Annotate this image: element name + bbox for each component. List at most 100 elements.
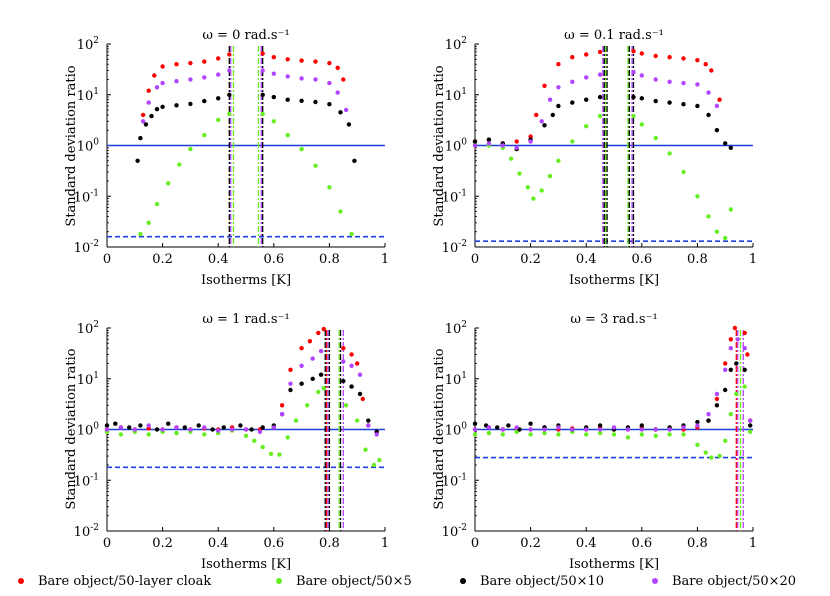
panel-title: ω = 0.1 rad.s⁻¹ (564, 28, 664, 43)
data-point (625, 435, 631, 440)
data-point (639, 122, 644, 127)
x-tick-label: 0 (103, 536, 111, 551)
data-point (285, 74, 290, 79)
data-point (667, 432, 672, 437)
data-point (260, 425, 265, 430)
x-tick-label: 0.2 (520, 252, 541, 267)
data-point (681, 56, 686, 61)
data-point (363, 447, 368, 452)
data-point (174, 430, 179, 436)
y-tick-label: 100 (77, 138, 100, 155)
data-point (584, 52, 589, 57)
data-point (118, 425, 124, 430)
data-point (653, 77, 658, 82)
data-point (542, 83, 547, 89)
panel-omega-3: ω = 3 rad.s⁻¹ Standard deviation ratio I… (432, 312, 757, 572)
legend: Bare object/50-layer cloak Bare object/5… (18, 574, 796, 589)
data-point (268, 451, 274, 457)
data-point (723, 235, 728, 241)
data-point (104, 423, 110, 428)
data-point (723, 361, 728, 366)
data-point (570, 427, 575, 432)
data-point (366, 423, 371, 428)
data-point (341, 77, 346, 82)
data-point (318, 348, 324, 354)
data-point (182, 425, 187, 430)
data-point (188, 146, 193, 152)
data-point (570, 55, 575, 60)
data-point (486, 430, 492, 436)
y-tick-label: 10-2 (442, 239, 467, 256)
data-point (550, 112, 555, 118)
data-point (271, 71, 276, 76)
data-point (166, 421, 171, 426)
y-tick-label: 101 (445, 371, 467, 388)
data-point (570, 139, 575, 144)
data-point (570, 79, 575, 85)
x-tick-label: 0.8 (319, 536, 340, 551)
data-point (160, 427, 165, 432)
data-point (500, 432, 505, 437)
data-point (723, 141, 728, 146)
x-tick-label: 0 (471, 536, 479, 551)
data-point (202, 98, 207, 104)
x-tick-label: 0.8 (687, 536, 708, 551)
data-point (584, 427, 589, 432)
data-point (653, 98, 658, 104)
x-tick-label: 0 (103, 252, 111, 267)
data-point (631, 49, 636, 54)
data-point (556, 432, 561, 437)
data-point (146, 423, 151, 428)
data-point (542, 123, 547, 128)
data-point (160, 104, 165, 110)
data-point (229, 427, 235, 432)
data-point (188, 427, 193, 432)
data-point (706, 412, 711, 417)
data-point (349, 231, 354, 237)
data-point (597, 113, 603, 119)
data-point (279, 403, 285, 408)
x-tick-label: 0 (471, 252, 479, 267)
data-point (316, 389, 321, 395)
data-point (506, 423, 511, 428)
data-point (299, 363, 304, 368)
data-point (653, 135, 658, 141)
data-point (639, 73, 644, 78)
data-point (377, 457, 382, 463)
data-point (528, 421, 533, 426)
data-point (293, 418, 299, 423)
data-point (371, 462, 377, 468)
data-point (653, 433, 658, 438)
x-tick-label: 0.6 (263, 252, 284, 267)
data-point (631, 94, 636, 100)
data-point (260, 92, 265, 98)
legend-label-50x20: Bare object/50×20 (672, 574, 796, 589)
x-tick-label: 0.4 (576, 252, 597, 267)
data-point (271, 425, 276, 430)
data-point (597, 430, 603, 436)
data-point (631, 113, 636, 119)
data-point (514, 425, 519, 430)
data-point (277, 452, 282, 457)
data-point (735, 337, 740, 342)
data-point (556, 85, 561, 90)
data-point (341, 346, 346, 351)
legend-marker-50x20 (652, 578, 658, 584)
data-point (221, 425, 226, 430)
data-point (706, 112, 711, 118)
data-point (299, 58, 304, 63)
data-point (639, 96, 644, 101)
data-point (152, 73, 157, 78)
data-point (327, 80, 332, 86)
y-tick-label: 10-2 (442, 523, 467, 540)
data-point (321, 326, 326, 332)
data-point (299, 146, 304, 152)
data-point (723, 387, 728, 393)
data-point (310, 356, 315, 361)
x-tick-label: 0.4 (576, 536, 597, 551)
data-point (140, 112, 146, 118)
x-tick-label: 0.2 (520, 536, 541, 551)
data-point (495, 425, 500, 430)
x-tick-label: 0.8 (687, 252, 708, 267)
data-point (472, 143, 478, 148)
